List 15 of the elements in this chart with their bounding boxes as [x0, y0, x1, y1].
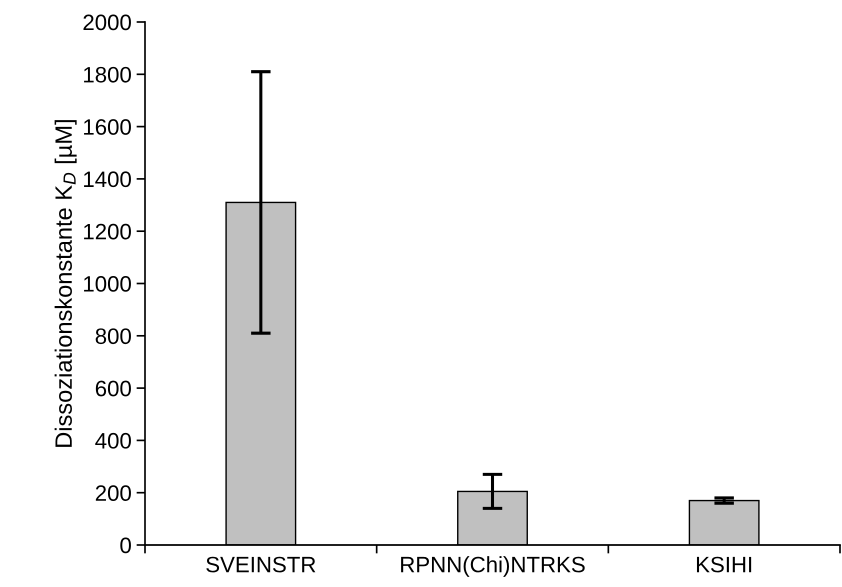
y-tick-label: 800: [96, 328, 131, 344]
y-tick-label: 1200: [84, 224, 131, 240]
x-tick-label: RPNN(Chi)NTRKS: [401, 556, 585, 577]
y-tick-label: 2000: [83, 14, 131, 30]
x-tick-label: KSIHI: [696, 556, 752, 572]
x-tick-label: SVEINSTR: [206, 556, 316, 572]
y-tick-label: 0: [120, 538, 131, 554]
y-tick-label: 600: [96, 380, 131, 396]
y-axis-title: Dissoziationskonstante K$_{D}$ [µM]: [54, 120, 77, 447]
y-tick-label: 1800: [84, 66, 131, 83]
y-tick-label: 400: [95, 432, 131, 449]
y-tick-label: 1600: [84, 119, 131, 135]
y-tick-label: 1400: [84, 171, 131, 188]
y-tick-label: 200: [96, 485, 131, 501]
y-tick-label: 1000: [84, 276, 131, 292]
